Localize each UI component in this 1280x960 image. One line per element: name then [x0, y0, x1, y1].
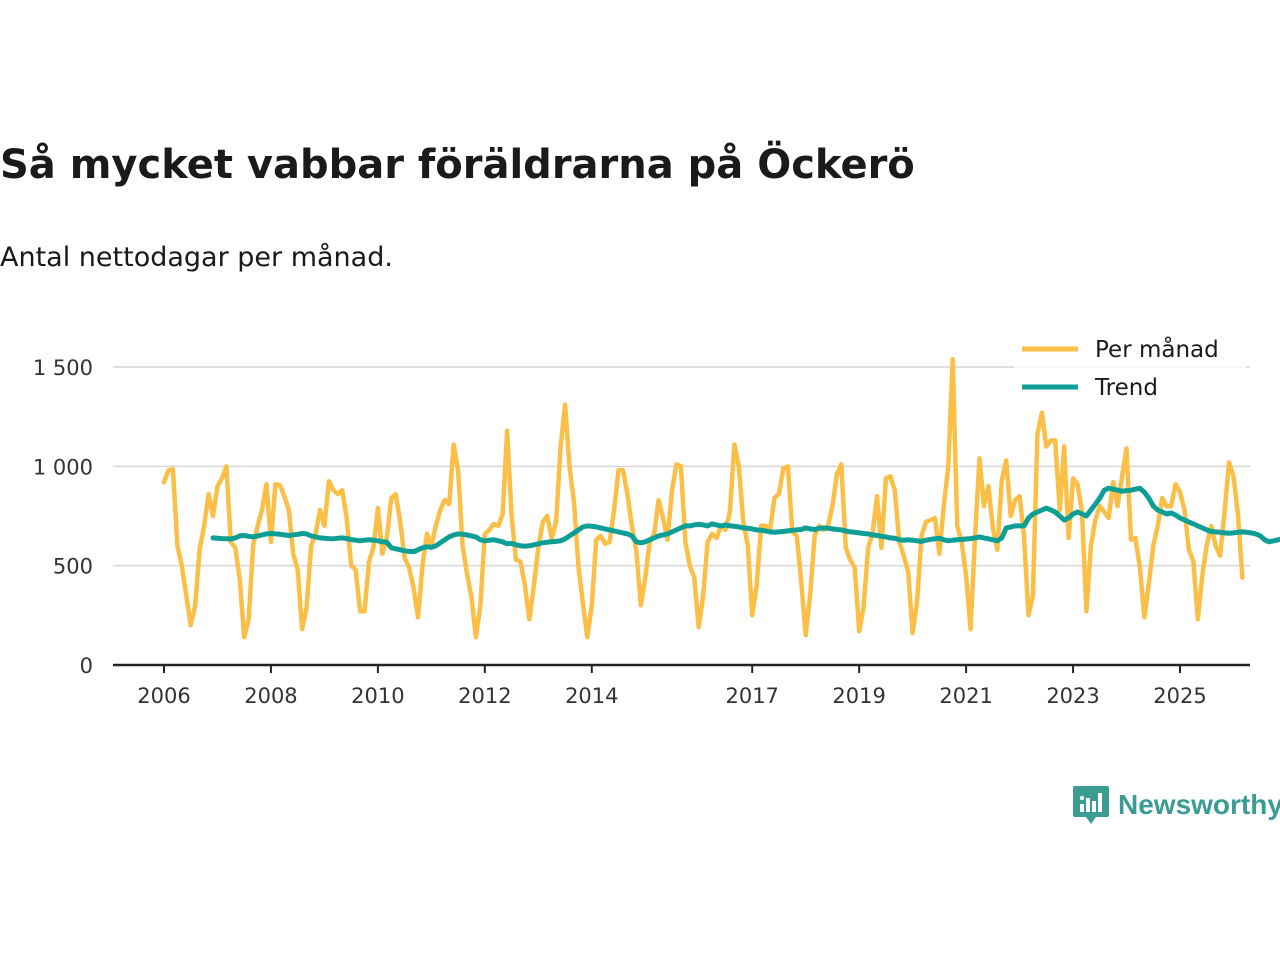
legend-background	[1014, 332, 1246, 406]
x-tick-label: 2014	[565, 684, 618, 708]
newsworthy-logo-icon	[1073, 786, 1109, 824]
series-lines	[161, 356, 1280, 640]
brand-name: Newsworthy	[1118, 789, 1280, 820]
x-tick-label: 2023	[1046, 684, 1099, 708]
series-line-per-manad	[161, 356, 1245, 640]
x-tick-label: 2010	[351, 684, 404, 708]
brand-logo: Newsworthy	[1072, 784, 1280, 826]
x-tick-label: 2017	[725, 684, 778, 708]
y-axis-ticks: 0 500 1 000 1 500	[33, 356, 93, 678]
chart-title: Så mycket vabbar föräldrarna på Öckerö	[0, 142, 915, 188]
legend-label: Per månad	[1095, 335, 1219, 363]
x-tick-label: 2006	[137, 684, 190, 708]
series-line-trend	[210, 485, 1280, 555]
x-tick-label: 2021	[939, 684, 992, 708]
x-tick-label: 2012	[458, 684, 511, 708]
x-tick-label: 2025	[1153, 684, 1206, 708]
legend: Per månad Trend	[1014, 332, 1246, 406]
x-tick-label: 2019	[832, 684, 885, 708]
y-tick-label: 1 000	[33, 455, 93, 479]
chart-subtitle: Antal nettodagar per månad.	[0, 242, 393, 273]
legend-label: Trend	[1094, 375, 1158, 401]
y-tick-label: 1 500	[33, 356, 93, 380]
x-tick-label: 2008	[244, 684, 297, 708]
y-tick-label: 500	[53, 555, 93, 579]
x-axis: 2006 2008 2010 2012 2014 2017 2019 2021 2023 2025	[113, 663, 1250, 708]
y-tick-label: 0	[80, 654, 93, 678]
